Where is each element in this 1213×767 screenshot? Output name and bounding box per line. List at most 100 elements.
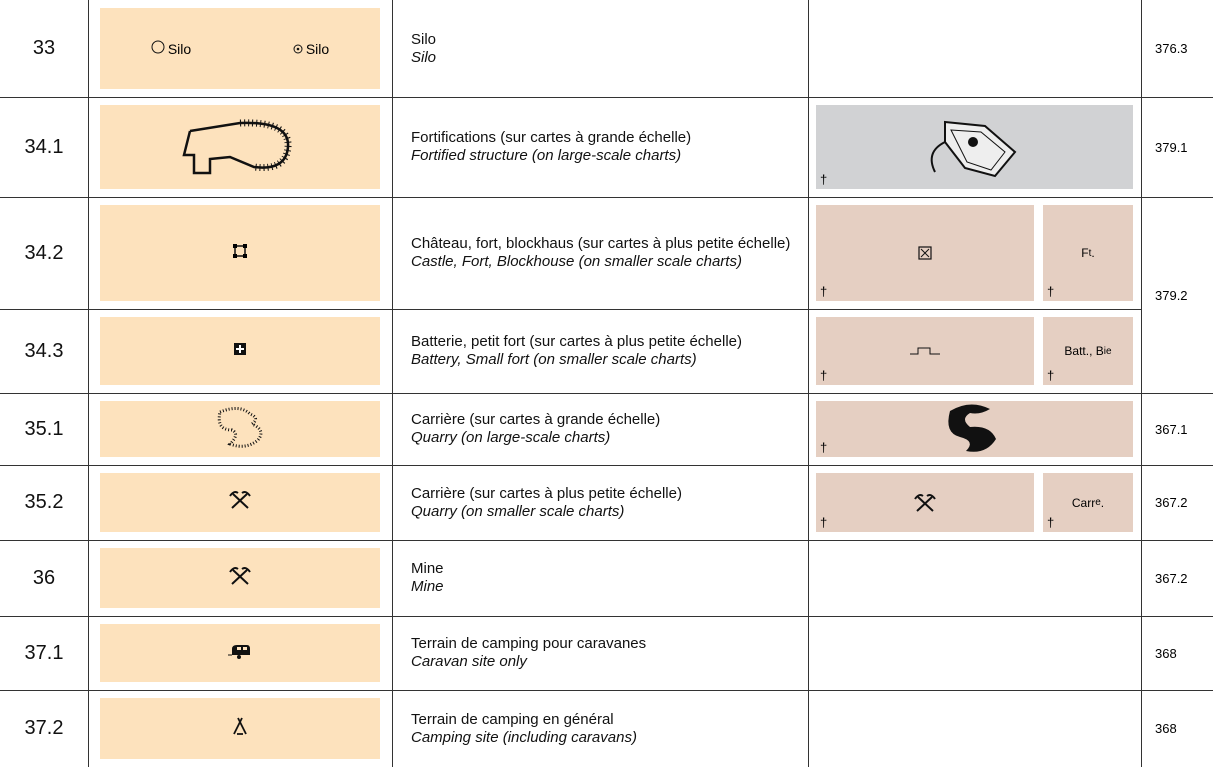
row-line bbox=[0, 393, 1213, 394]
symbol-cell bbox=[100, 317, 380, 385]
example-sup: e bbox=[1095, 497, 1101, 508]
row-line bbox=[0, 97, 1213, 98]
example-label bbox=[816, 473, 1034, 532]
dagger: † bbox=[820, 515, 828, 530]
example-text: Carr bbox=[1071, 495, 1096, 510]
row-number: 35.1 bbox=[0, 393, 88, 465]
dagger: † bbox=[1047, 515, 1055, 530]
symbol-icon bbox=[229, 490, 251, 515]
number-text: 35.1 bbox=[24, 417, 64, 440]
description-fr: Terrain de camping pour caravanes bbox=[411, 635, 647, 652]
example-cell: Carr e. † bbox=[1043, 473, 1133, 532]
example-after: . bbox=[1100, 495, 1105, 510]
reference: 379.1 bbox=[1141, 97, 1213, 197]
description-en: Caravan site only bbox=[411, 653, 527, 670]
row-line bbox=[0, 309, 1141, 310]
example-cell: † bbox=[816, 401, 1133, 457]
description-en: Camping site (including caravans) bbox=[411, 728, 637, 746]
symbol-icon bbox=[170, 113, 310, 182]
number-text: 37.1 bbox=[24, 641, 64, 664]
number-text: 33 bbox=[32, 37, 56, 59]
symbol-icon bbox=[234, 342, 246, 360]
reference-text: 368 bbox=[1155, 645, 1177, 661]
dagger: † bbox=[820, 440, 828, 455]
number-text: 37.2 bbox=[24, 717, 64, 739]
dagger: † bbox=[820, 172, 828, 187]
symbol-label: Silo bbox=[151, 40, 191, 57]
example-text: Batt., B bbox=[1064, 344, 1104, 358]
example-label bbox=[816, 105, 1133, 189]
column-line bbox=[88, 0, 89, 767]
description: Carrière (sur cartes à grande échelle) Qu… bbox=[411, 393, 799, 465]
symbol-icon bbox=[151, 40, 165, 57]
description-fr: Carrière (sur cartes à plus petite échel… bbox=[411, 484, 682, 502]
example-sup: t bbox=[1088, 247, 1092, 259]
example-cell: † bbox=[816, 105, 1133, 189]
description: Terrain de camping pour caravanes Caravan… bbox=[411, 616, 799, 690]
description-en: Battery, Small fort (on smaller scale ch… bbox=[411, 351, 697, 368]
description: Fortifications (sur cartes à grande éche… bbox=[411, 97, 799, 197]
description: Silo Silo bbox=[411, 0, 799, 97]
dagger: † bbox=[820, 368, 828, 383]
row-number: 37.2 bbox=[0, 690, 88, 767]
column-line bbox=[808, 0, 809, 767]
example-label bbox=[816, 317, 1034, 385]
description-en: Mine bbox=[411, 578, 444, 595]
number-text: 34.1 bbox=[24, 135, 64, 158]
row-line bbox=[0, 465, 1213, 466]
row-number: 34.2 bbox=[0, 197, 88, 309]
description-en: Quarry (on smaller scale charts) bbox=[411, 502, 625, 520]
row-number: 35.2 bbox=[0, 465, 88, 540]
example-sup: ie bbox=[1103, 345, 1112, 357]
number-text: 36 bbox=[32, 566, 56, 589]
symbol-cell bbox=[100, 105, 380, 189]
symbol-icon bbox=[293, 41, 303, 57]
symbol-cell bbox=[100, 401, 380, 457]
row-number: 37.1 bbox=[0, 616, 88, 690]
symbol-icon bbox=[210, 404, 270, 455]
reference: 367.2 bbox=[1141, 465, 1213, 540]
symbol-cell bbox=[100, 698, 380, 759]
symbol-icon bbox=[232, 717, 248, 740]
example-text: F bbox=[1081, 246, 1089, 260]
description-en: Quarry (on large-scale charts) bbox=[411, 429, 611, 446]
description: Mine Mine bbox=[411, 540, 799, 616]
symbol-cell bbox=[100, 548, 380, 608]
reference: 368 bbox=[1141, 616, 1213, 690]
symbol-text: Silo bbox=[305, 40, 330, 57]
description-fr: Mine bbox=[411, 560, 444, 577]
reference: 367.1 bbox=[1141, 393, 1213, 465]
example-label: Carr e. bbox=[1043, 473, 1133, 532]
dagger: † bbox=[1047, 284, 1055, 299]
example-label bbox=[816, 205, 1034, 301]
reference: 367.2 bbox=[1141, 540, 1213, 616]
row-line bbox=[0, 197, 1213, 198]
reference-text: 376.3 bbox=[1155, 41, 1188, 56]
dagger: † bbox=[1047, 368, 1055, 383]
description: Carrière (sur cartes à plus petite échel… bbox=[411, 465, 799, 540]
example-cell: † bbox=[816, 205, 1034, 301]
description-fr: Fortifications (sur cartes à grande éche… bbox=[411, 129, 692, 146]
description: Batterie, petit fort (sur cartes à plus … bbox=[411, 309, 799, 393]
row-line bbox=[0, 690, 1213, 691]
symbol-icon bbox=[228, 643, 252, 664]
column-line bbox=[392, 0, 393, 767]
description-fr: Carrière (sur cartes à grande échelle) bbox=[411, 411, 661, 428]
symbol-cell bbox=[100, 624, 380, 682]
reference-text: 368 bbox=[1155, 721, 1177, 736]
symbol-icon bbox=[233, 243, 247, 263]
row-line bbox=[0, 540, 1213, 541]
description: Terrain de camping en général Camping sit… bbox=[411, 690, 799, 767]
example-after: . bbox=[1091, 246, 1095, 260]
symbol-cell bbox=[100, 473, 380, 532]
description-fr: Terrain de camping en général bbox=[411, 710, 614, 728]
number-text: 35.2 bbox=[24, 491, 64, 513]
example-cell: † bbox=[816, 473, 1034, 532]
symbol-label: Silo bbox=[293, 41, 329, 57]
description-fr: Château, fort, blockhaus (sur cartes à p… bbox=[411, 235, 791, 252]
symbol-cell: Silo Silo bbox=[100, 8, 380, 89]
